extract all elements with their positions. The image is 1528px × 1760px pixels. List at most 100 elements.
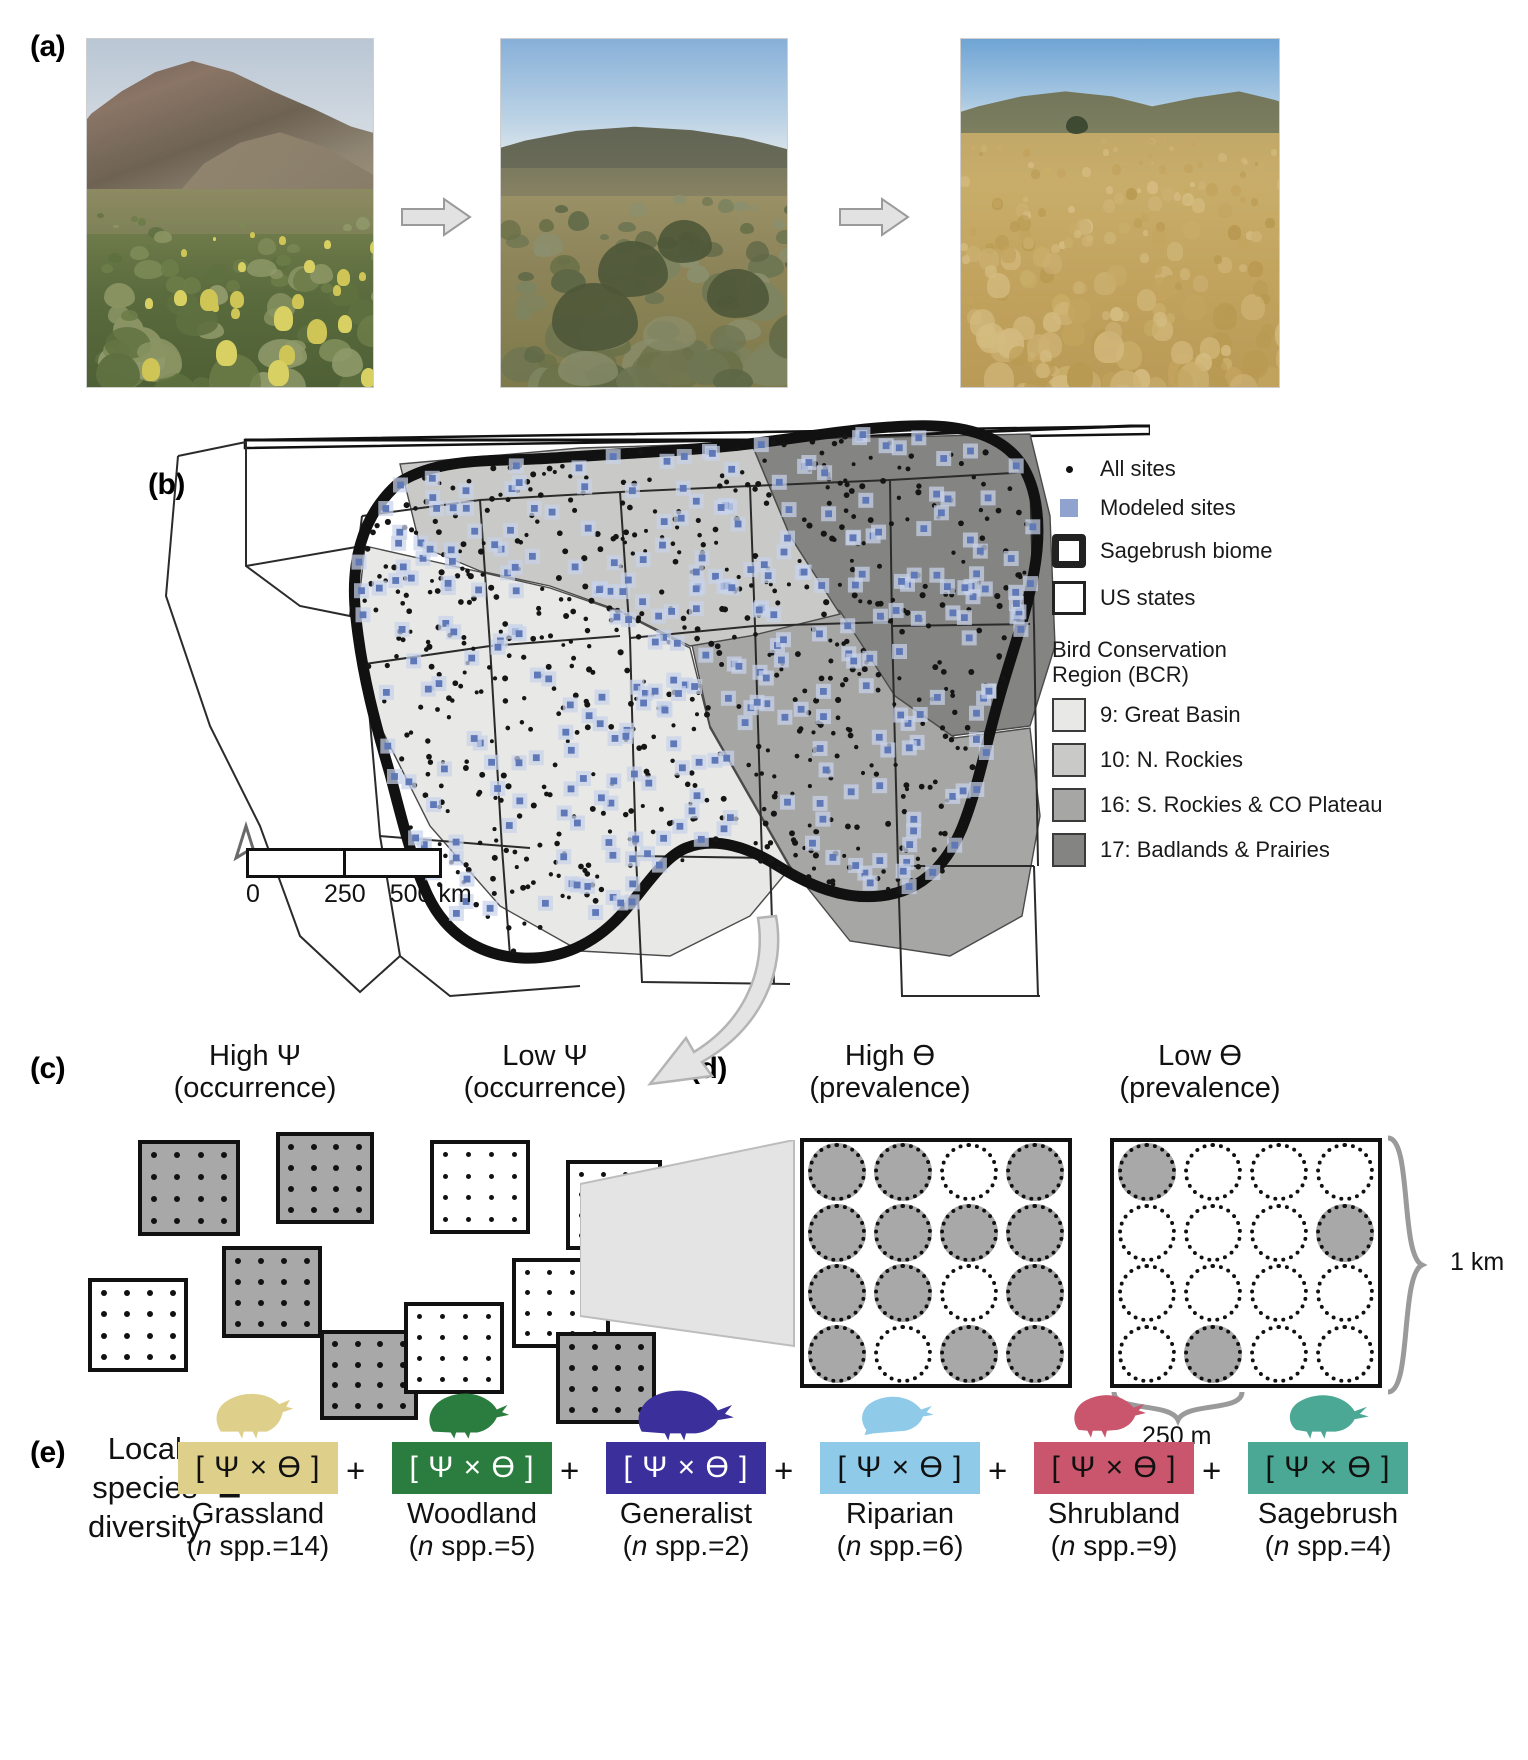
scale-bar-graphic xyxy=(246,848,442,878)
occupied-point-count-circle xyxy=(808,1264,866,1323)
all-site-point xyxy=(770,439,776,445)
quadrat-point xyxy=(257,1320,264,1327)
modeled-site-point xyxy=(598,693,606,701)
all-site-point xyxy=(384,662,390,669)
modeled-site-point xyxy=(850,657,858,665)
modeled-site-point xyxy=(897,711,905,719)
sagebrush-intact-photo xyxy=(86,38,374,388)
modeled-site-point xyxy=(906,841,914,848)
quadrat-point xyxy=(512,1195,517,1201)
guild-term-formula: [ Ψ × ϴ ] xyxy=(606,1442,766,1494)
all-site-point xyxy=(581,555,588,562)
all-site-point xyxy=(377,574,382,579)
all-site-point xyxy=(802,688,808,694)
modeled-site-point xyxy=(876,857,884,864)
quadrat-point xyxy=(637,1385,644,1392)
modeled-site-point xyxy=(797,705,805,713)
all-site-point xyxy=(920,721,926,727)
quadrat-point xyxy=(355,1164,362,1171)
all-site-point xyxy=(493,594,500,600)
all-site-point xyxy=(755,480,762,488)
all-site-point xyxy=(547,633,554,639)
all-site-point xyxy=(535,519,540,524)
all-site-point xyxy=(425,771,431,777)
modeled-site-point xyxy=(695,758,703,766)
modeled-site-point xyxy=(598,794,605,802)
modeled-site-point xyxy=(494,643,502,651)
all-site-point xyxy=(563,613,570,619)
modeled-site-point xyxy=(781,713,789,721)
quadrat-point xyxy=(355,1185,362,1192)
all-site-point xyxy=(502,621,509,627)
modeled-site-point xyxy=(507,526,514,534)
scale-tick-250: 250 xyxy=(324,880,366,908)
all-site-point xyxy=(383,564,389,569)
modeled-site-point xyxy=(691,683,698,690)
scale-tick-500: 500 km xyxy=(389,880,472,908)
all-site-point xyxy=(831,440,838,447)
plus-sign: + xyxy=(1202,1452,1222,1489)
occupied-point-count-circle xyxy=(1006,1324,1064,1383)
all-site-point xyxy=(406,608,413,615)
modeled-site-point xyxy=(584,524,592,532)
all-site-point xyxy=(672,558,679,565)
all-site-point xyxy=(395,589,401,594)
all-site-point xyxy=(708,640,715,647)
modeled-site-point xyxy=(973,570,980,578)
modeled-site-point xyxy=(858,570,866,578)
all-site-point xyxy=(951,550,956,555)
legend-all-sites-label: All sites xyxy=(1100,456,1176,481)
all-site-point xyxy=(551,686,557,691)
all-site-point xyxy=(897,465,902,470)
all-site-point xyxy=(506,925,512,931)
modeled-site-point xyxy=(862,496,870,504)
all-site-point xyxy=(775,600,781,606)
all-site-point xyxy=(937,660,942,665)
all-site-point xyxy=(861,541,866,546)
all-site-point xyxy=(893,762,898,768)
all-site-point xyxy=(843,676,849,683)
occupied-point-count-circle xyxy=(1006,1203,1064,1262)
quadrat-point xyxy=(486,1356,491,1361)
unoccupied-point-count-circle xyxy=(940,1264,998,1323)
quadrat-point xyxy=(333,1164,340,1171)
modeled-site-point xyxy=(449,504,457,512)
occupied-point-count-circle xyxy=(874,1203,932,1262)
modeled-site-point xyxy=(382,505,390,512)
all-site-point xyxy=(583,698,589,705)
all-site-point xyxy=(428,663,435,670)
all-site-point xyxy=(623,540,628,545)
all-sites-dot-icon xyxy=(1052,465,1086,473)
quadrat-point xyxy=(197,1218,204,1224)
modeled-site-point xyxy=(914,615,922,622)
unoccupied-point-count-circle xyxy=(1184,1264,1242,1323)
guild-term-formula: [ Ψ × ϴ ] xyxy=(1248,1442,1408,1494)
all-site-point xyxy=(704,797,710,803)
all-site-point xyxy=(556,711,562,717)
bcr-16-swatch xyxy=(1052,787,1086,822)
all-site-point xyxy=(843,492,850,498)
all-site-point xyxy=(932,779,938,785)
all-site-point xyxy=(689,770,695,776)
bcr-item-16: 16: S. Rockies & CO Plateau xyxy=(1052,787,1502,822)
all-site-point xyxy=(763,500,770,506)
quadrat-point xyxy=(377,1402,384,1409)
modeled-site-point xyxy=(904,720,912,727)
all-site-point xyxy=(749,583,754,588)
all-site-point xyxy=(500,772,507,779)
all-site-point xyxy=(745,482,751,488)
unoccupied-point-count-circle xyxy=(1250,1143,1308,1202)
modeled-site-point xyxy=(574,819,581,827)
all-site-point xyxy=(671,723,676,728)
all-site-point xyxy=(712,526,719,533)
all-site-point xyxy=(486,665,492,670)
all-site-point xyxy=(794,651,801,658)
modeled-site-point xyxy=(849,534,857,542)
all-site-point xyxy=(370,529,376,536)
quadrat-point xyxy=(637,1406,644,1413)
occupied-point-count-circle xyxy=(808,1143,866,1202)
quadrat-point xyxy=(221,1152,228,1158)
quadrat-point xyxy=(310,1185,317,1192)
modeled-site-point xyxy=(720,825,728,833)
modeled-site-point xyxy=(442,620,450,627)
